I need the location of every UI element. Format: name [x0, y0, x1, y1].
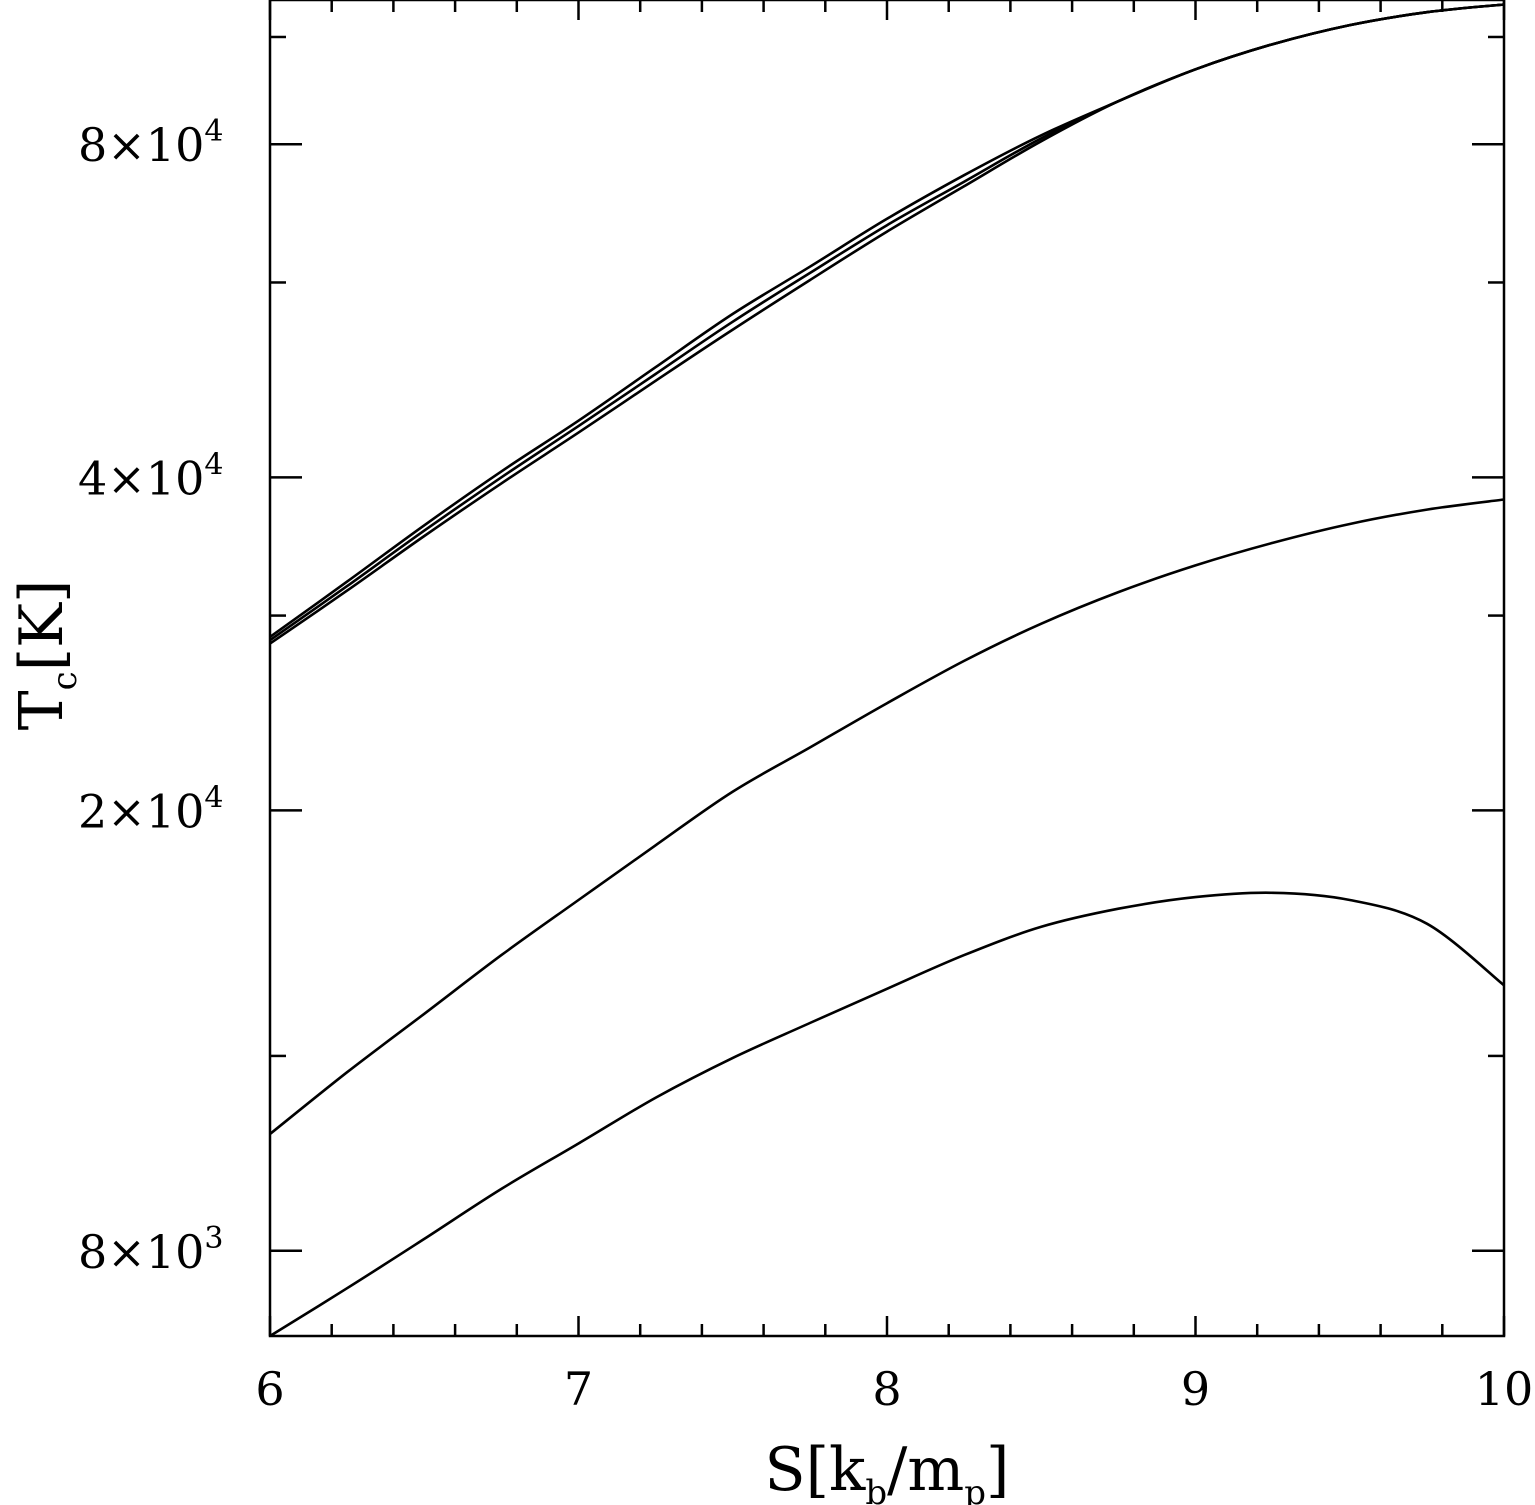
y-tick-label: 8×104 — [78, 114, 223, 172]
x-tick-label: 8 — [872, 1362, 901, 1416]
x-tick-label: 7 — [564, 1362, 593, 1416]
series-layer — [269, 3, 1505, 1338]
labels-layer: 6 7 8 9 10 8×103 2×104 4×104 8×104 — [78, 114, 1533, 1416]
series-line-4 — [269, 498, 1505, 1136]
series-line-3 — [269, 3, 1505, 645]
series-line-2 — [269, 3, 1505, 642]
x-tick-label: 10 — [1475, 1362, 1534, 1416]
y-tick-label: 4×104 — [78, 447, 223, 505]
plot-frame — [268, 0, 1506, 1338]
x-tick-label: 6 — [255, 1362, 284, 1416]
x-tick-label: 9 — [1181, 1362, 1210, 1416]
x-axis-label: S[kb/mp] — [765, 1435, 1010, 1505]
series-line-1 — [269, 3, 1505, 638]
y-tick-label: 2×104 — [78, 780, 223, 838]
y-tick-label: 8×103 — [78, 1221, 223, 1279]
y-axis-label: Tc[K] — [7, 580, 85, 731]
series-line-5 — [269, 891, 1505, 1338]
ticks-layer — [268, 0, 1506, 1336]
